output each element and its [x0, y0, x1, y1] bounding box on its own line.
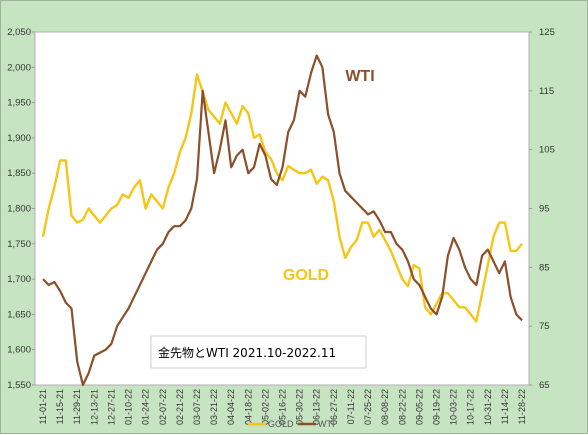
y-left-tick-label: 2,050 [7, 27, 31, 38]
x-tick-label: 08-22-22 [397, 389, 407, 425]
x-tick-label: 03-21-22 [209, 389, 219, 425]
x-tick-label: 11-15-21 [55, 389, 65, 424]
chart-title: 金先物とWTI 2021.10-2022.11 [158, 345, 336, 360]
x-tick-label: 10-17-22 [466, 389, 476, 425]
y-left-tick-label: 1,600 [7, 345, 31, 356]
x-tick-label: 05-16-22 [278, 389, 288, 425]
x-tick-label: 12-13-21 [89, 389, 99, 425]
y-left-tick-label: 1,850 [7, 168, 31, 179]
y-right-tick-label: 105 [539, 145, 555, 156]
gold-annotation: GOLD [283, 267, 329, 284]
x-tick-label: 11-29-21 [72, 389, 82, 424]
x-tick-label: 08-08-22 [380, 389, 390, 425]
x-tick-label: 03-07-22 [192, 389, 202, 425]
x-tick-label: 12-27-21 [106, 389, 116, 425]
y-right-tick-label: 65 [539, 380, 550, 391]
x-tick-label: 06-13-22 [312, 389, 322, 425]
y-left-tick-label: 1,750 [7, 239, 31, 250]
plot-area [34, 31, 530, 386]
y-right-tick-label: 85 [539, 262, 550, 273]
x-tick-label: 04-18-22 [243, 389, 253, 425]
y-left-tick-label: 1,650 [7, 309, 31, 320]
y-left-tick-label: 1,700 [7, 274, 31, 285]
x-tick-label: 05-02-22 [260, 389, 270, 425]
x-tick-label: 01-24-22 [141, 389, 151, 425]
wti-legend-label: WTI [318, 419, 335, 429]
wti-series-line [42, 54, 523, 387]
wti-annotation-box [335, 61, 385, 89]
x-tick-label: 05-30-22 [295, 389, 305, 425]
y-left-tick-label: 1,800 [7, 204, 31, 215]
chart-title-box [150, 335, 367, 369]
x-tick-label: 01-10-22 [124, 389, 134, 425]
y-right-tick-label: 95 [539, 204, 550, 215]
wti-annotation: WTI [345, 68, 374, 85]
x-tick-label: 02-07-22 [158, 389, 168, 425]
y-left-tick-label: 1,550 [7, 380, 31, 391]
y-right-tick-label: 125 [539, 27, 555, 38]
x-tick-label: 10-03-22 [449, 389, 459, 425]
x-tick-label: 09-19-22 [431, 389, 441, 425]
y-left-tick-label: 1,900 [7, 133, 31, 144]
x-tick-label: 10-31-22 [483, 389, 493, 425]
gold-legend-label: GOLD [268, 419, 294, 429]
x-tick-label: 06-27-22 [329, 389, 339, 425]
x-tick-label: 07-25-22 [363, 389, 373, 425]
x-tick-label: 02-21-22 [175, 389, 185, 425]
y-left-tick-label: 1,950 [7, 98, 31, 109]
y-right-tick-label: 115 [539, 86, 554, 97]
x-tick-label: 11-14-22 [500, 389, 510, 424]
x-tick-label: 04-04-22 [226, 389, 236, 425]
x-tick-label: 11-28-22 [517, 389, 527, 424]
x-tick-label: 09-05-22 [414, 389, 424, 425]
x-tick-label: 11-01-21 [38, 389, 48, 424]
x-tick-label: 07-11-22 [346, 389, 356, 424]
y-left-tick-label: 2,000 [7, 62, 31, 73]
y-right-tick-label: 75 [539, 321, 550, 332]
